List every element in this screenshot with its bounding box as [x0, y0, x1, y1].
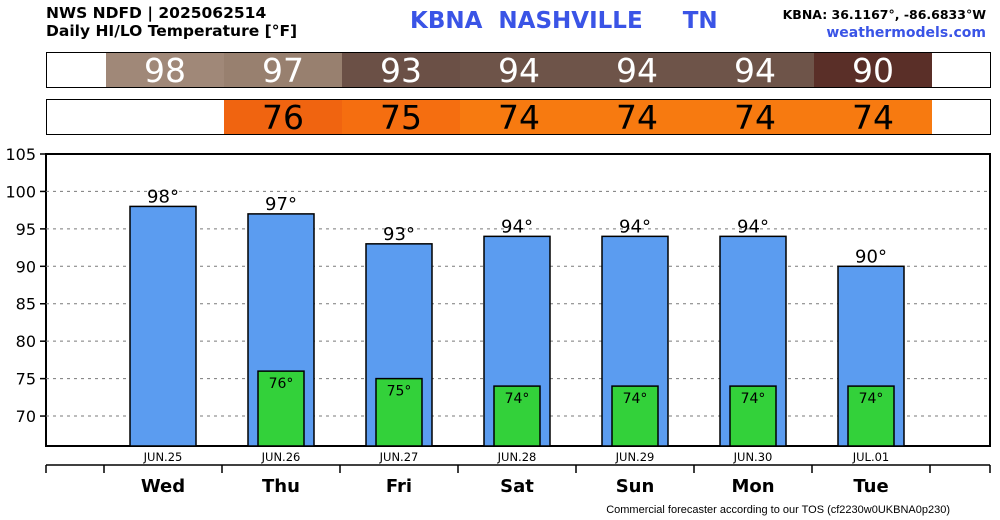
hi-temp-cell: 97 [224, 53, 342, 87]
lo-temp-cell: 74 [460, 100, 578, 134]
lo-temp-cell [106, 100, 224, 134]
lo-bar [257, 370, 305, 447]
lo-temp-cell: 74 [814, 100, 932, 134]
hi-bar-label: 97° [265, 194, 297, 215]
x-date-label: JUN.27 [379, 450, 419, 464]
hi-temp-cell: 94 [460, 53, 578, 87]
x-day-label: Sun [616, 476, 655, 497]
temperature-bar-chart: 70 75 80 85 90 95 100 105 98° 97° 76° 93° 75° 94° 74° 9… [5, 145, 991, 497]
x-date-label: JUN.25 [143, 450, 183, 464]
chart-heading: NWS NDFD | 2025062514 Daily HI/LO Temper… [46, 4, 297, 40]
lo-bar [493, 385, 541, 447]
hi-temp-strip: 98 97 93 94 94 94 90 [46, 52, 991, 88]
hi-bar-label: 98° [147, 186, 179, 207]
station-title: KBNA NASHVILLE TN [410, 8, 718, 34]
lo-bar-label: 74° [623, 391, 648, 407]
lo-bar-label: 75° [387, 384, 412, 400]
hi-bar-label: 94° [619, 216, 651, 237]
lo-bar-label: 74° [741, 391, 766, 407]
lo-bar [729, 385, 777, 447]
lo-bar-label: 74° [505, 391, 530, 407]
y-tick-label: 100 [5, 182, 36, 201]
y-tick-label: 90 [16, 257, 36, 276]
x-date-label: JUL.01 [852, 450, 890, 464]
x-day-label: Tue [853, 476, 888, 497]
lo-temp-cell: 75 [342, 100, 460, 134]
x-day-label: Mon [731, 476, 774, 497]
x-day-label: Thu [262, 476, 300, 497]
hi-temp-cell: 98 [106, 53, 224, 87]
y-tick-label: 75 [16, 370, 36, 389]
lo-temp-cell: 74 [696, 100, 814, 134]
site-link[interactable]: weathermodels.com [826, 25, 986, 41]
station-coords: KBNA: 36.1167°, -86.6833°W [782, 7, 986, 22]
hi-temp-cell: 93 [342, 53, 460, 87]
footer-note: Commercial forecaster according to our T… [606, 504, 950, 516]
hi-bar [129, 205, 197, 447]
x-date-label: JUN.30 [733, 450, 773, 464]
hi-bar-label: 94° [737, 216, 769, 237]
lo-bar [375, 377, 423, 447]
lo-temp-strip: 76 75 74 74 74 74 [46, 99, 991, 135]
x-date-label: JUN.26 [261, 450, 301, 464]
y-tick-label: 70 [16, 407, 36, 426]
y-tick-label: 95 [16, 220, 36, 239]
hi-temp-cell: 90 [814, 53, 932, 87]
lo-bar [847, 385, 895, 447]
product-line: NWS NDFD | 2025062514 [46, 4, 267, 22]
hi-temp-cell: 94 [696, 53, 814, 87]
lo-bar-label: 76° [269, 376, 294, 392]
hi-bar-label: 90° [855, 246, 887, 267]
x-day-label: Wed [141, 476, 185, 497]
variable-line: Daily HI/LO Temperature [°F] [46, 22, 298, 40]
lo-temp-cell: 76 [224, 100, 342, 134]
station-info: KBNA: 36.1167°, -86.6833°W weathermodels… [783, 5, 986, 43]
y-tick-label: 105 [5, 145, 36, 164]
hi-bar-label: 93° [383, 224, 415, 245]
y-tick-label: 85 [16, 295, 36, 314]
lo-temp-cell: 74 [578, 100, 696, 134]
x-day-label: Fri [386, 476, 412, 497]
hi-bar-label: 94° [501, 216, 533, 237]
x-date-label: JUN.29 [615, 450, 655, 464]
x-date-label: JUN.28 [497, 450, 537, 464]
x-day-label: Sat [500, 476, 534, 497]
lo-bar-label: 74° [859, 391, 884, 407]
lo-bar [611, 385, 659, 447]
hi-temp-cell: 94 [578, 53, 696, 87]
y-tick-label: 80 [16, 332, 36, 351]
